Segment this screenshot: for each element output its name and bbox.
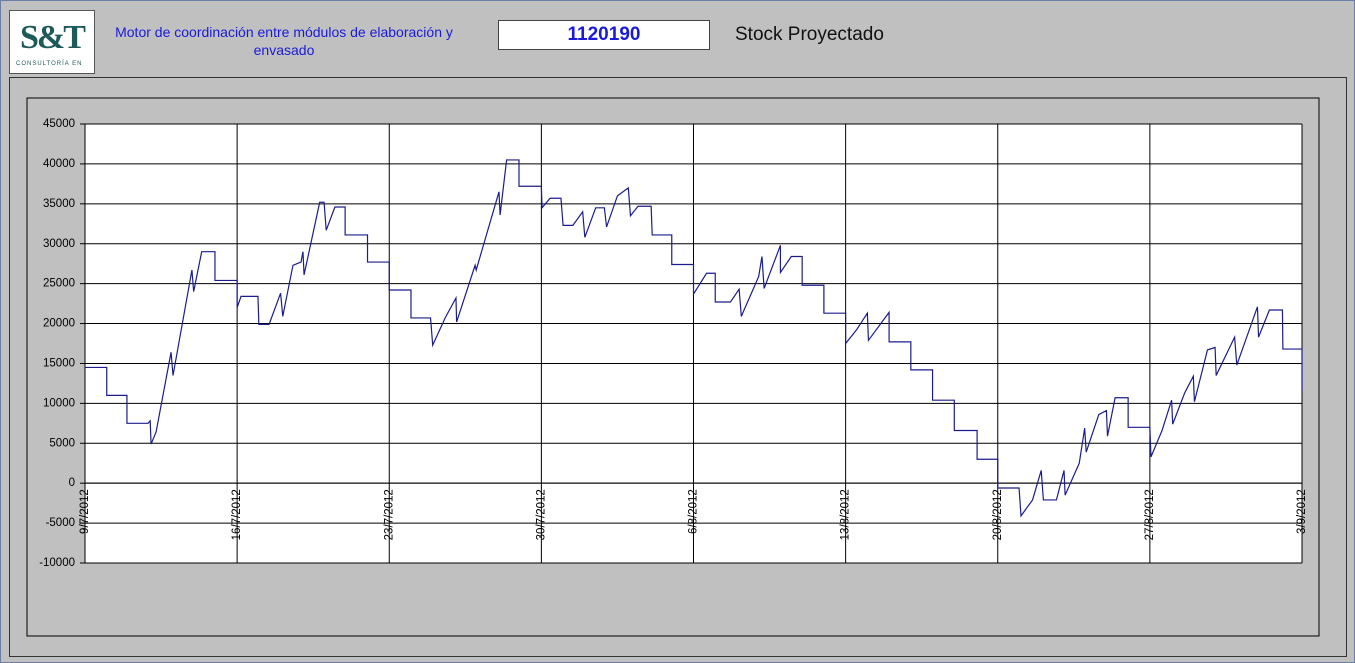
chart-frame (9, 77, 1347, 657)
logo: S&T CONSULTORÍA EN (9, 10, 95, 74)
logo-text: S&T (20, 19, 86, 56)
y-tick-label: 10000 (43, 397, 75, 409)
x-tick-label: 23/7/2012 (383, 489, 395, 540)
y-tick-label: 35000 (43, 198, 75, 210)
x-tick-label: 27/8/2012 (1144, 489, 1156, 540)
x-tick-label: 30/7/2012 (535, 489, 547, 540)
view-label: Stock Proyectado (735, 24, 884, 45)
x-tick-label: 6/8/2012 (688, 489, 700, 534)
y-tick-label: 15000 (43, 357, 75, 369)
y-tick-label: 30000 (43, 238, 75, 250)
y-tick-label: 5000 (49, 437, 75, 449)
y-tick-label: -10000 (39, 557, 75, 569)
x-tick-label: 3/9/2012 (1296, 489, 1308, 534)
code-field[interactable]: 1120190 (498, 20, 710, 50)
y-tick-label: 25000 (43, 278, 75, 290)
logo-subtext: CONSULTORÍA EN (16, 61, 83, 67)
y-tick-label: 45000 (43, 118, 75, 130)
y-tick-label: 20000 (43, 318, 75, 330)
y-tick-label: 40000 (43, 158, 75, 170)
y-tick-label: -5000 (46, 517, 75, 529)
x-tick-label: 13/8/2012 (840, 489, 852, 540)
data-line (85, 159, 1303, 518)
x-tick-label: 16/7/2012 (231, 489, 243, 540)
y-tick-label: 0 (69, 477, 75, 489)
x-tick-label: 20/8/2012 (992, 489, 1004, 540)
app-title: Motor de coordinación entre módulos de e… (115, 24, 453, 58)
